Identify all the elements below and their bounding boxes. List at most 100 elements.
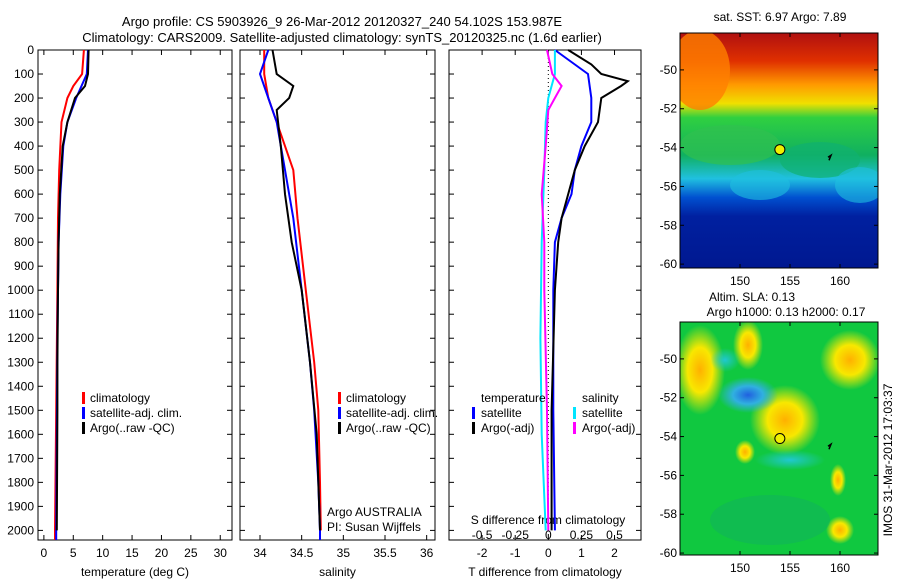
x-tick-label: 36 [420, 546, 434, 560]
legend-swatch [472, 407, 475, 419]
y-tick-label: 500 [14, 163, 34, 177]
x-tick-label: 0 [41, 546, 48, 560]
legend-label: Argo(-adj) [481, 421, 534, 435]
y-tick-label: -52 [660, 102, 678, 116]
x-tick-label: 20 [155, 546, 169, 560]
float-track-mark [827, 153, 833, 161]
series-line-argo-raw-qc- [271, 49, 321, 531]
legend-label: Argo(-adj) [582, 421, 635, 435]
sst-map-axes: 150 155 160 -50 -52 -54 -56 -58 -60 [660, 32, 879, 288]
legend-swatch [82, 407, 85, 419]
x-axis-label: temperature (deg C) [81, 565, 189, 579]
x-tick-label: 1 [578, 546, 585, 560]
x-axis-label: T difference from climatology [468, 565, 622, 579]
x-tick-label: 15 [125, 546, 139, 560]
legend-swatch [472, 422, 475, 434]
salinity-panel: 34 34.5 35 35.5 36 salinity climatologysatelli… [239, 49, 438, 579]
y-tick-label: -54 [660, 141, 678, 155]
y-tick-label: -50 [660, 352, 678, 366]
float-annotation: Argo AUSTRALIA [327, 505, 422, 519]
x-tick-label: 35 [337, 546, 351, 560]
temperature-axes-box [37, 49, 233, 541]
series-line-argo-raw-qc- [55, 49, 90, 531]
title-line-2: Climatology: CARS2009. Satellite-adjuste… [82, 30, 602, 45]
y-tick-label: 1600 [7, 427, 34, 441]
y-tick-label: -50 [660, 63, 678, 77]
s-tick-label: 0.5 [606, 528, 623, 542]
sla-map-frame [679, 321, 879, 556]
y-tick-label: 2000 [7, 523, 34, 537]
x-tick-label: 2 [611, 546, 618, 560]
y-tick-label: 400 [14, 139, 34, 153]
y-tick-label: 1900 [7, 499, 34, 513]
x-tick-label: 34 [253, 546, 267, 560]
series-line-t-argo-adj- [550, 49, 631, 531]
series-line-s-argo-adj- [540, 49, 563, 531]
x-tick-label: 25 [184, 546, 198, 560]
s-tick-label: 0 [545, 528, 552, 542]
y-tick-label: -56 [660, 179, 678, 193]
x-axis-label: salinity [319, 565, 356, 579]
x-tick-label: 0 [545, 546, 552, 560]
legend-swatch [338, 422, 341, 434]
x-tick-label: 160 [830, 274, 850, 288]
x-tick-label: 150 [730, 274, 750, 288]
x-tick-label: 160 [830, 561, 850, 575]
legend-header-temperature: temperature [481, 391, 546, 405]
salinity-axes-box [239, 49, 436, 541]
x-tick-label: 34.5 [290, 546, 314, 560]
y-tick-label: 800 [14, 235, 34, 249]
x-tick-label: 10 [96, 546, 110, 560]
series-line-climatology [263, 50, 322, 531]
y-tick-label: 1200 [7, 331, 34, 345]
legend-swatch [82, 392, 85, 404]
sla-map-title-1: Altim. SLA: 0.13 [709, 290, 795, 304]
y-tick-label: -58 [660, 218, 678, 232]
x-tick-label: 30 [214, 546, 228, 560]
y-tick-label: 700 [14, 211, 34, 225]
y-tick-label: 1000 [7, 283, 34, 297]
s-tick-label: 0.25 [570, 528, 594, 542]
y-tick-label: -56 [660, 468, 678, 482]
sst-map-title: sat. SST: 6.97 Argo: 7.89 [714, 10, 847, 24]
s-tick-label: -0.5 [472, 528, 493, 542]
legend-swatch [573, 422, 576, 434]
y-tick-label: 1500 [7, 403, 34, 417]
s-tick-label: -0.25 [502, 528, 530, 542]
x-tick-label: 5 [70, 546, 77, 560]
argo-position-marker [774, 433, 786, 445]
y-tick-label: 0 [27, 43, 34, 57]
legend-label: satellite-adj. clim. [346, 406, 438, 420]
legend-swatch [338, 407, 341, 419]
series-line-t-satellite [552, 49, 593, 531]
sla-map-axes: 150 155 160 -50 -52 -54 -56 -58 -60 [660, 321, 879, 575]
sst-map-frame [679, 32, 879, 269]
float-annotation: PI: Susan Wijffels [327, 520, 421, 534]
legend-header-salinity: salinity [582, 391, 619, 405]
legend-swatch [338, 392, 341, 404]
y-tick-label: 1700 [7, 451, 34, 465]
x-tick-label: 155 [780, 274, 800, 288]
y-tick-label: 100 [14, 67, 34, 81]
y-tick-label: 1400 [7, 379, 34, 393]
y-tick-label: 600 [14, 187, 34, 201]
y-tick-label: 1800 [7, 475, 34, 489]
y-tick-label: 200 [14, 91, 34, 105]
difference-axes-box [448, 49, 642, 541]
legend-label: satellite [582, 406, 623, 420]
legend-label: Argo(..raw -QC) [346, 421, 431, 435]
difference-panel: -2 -1 0 1 2 T difference from climatology -0.5… [448, 49, 642, 579]
x-tick-label: 35.5 [373, 546, 397, 560]
series-line-satellite-adj-clim- [258, 49, 321, 540]
legend-label: climatology [90, 391, 150, 405]
imos-footer: IMOS 31-Mar-2012 17:03:37 [881, 383, 895, 536]
float-track-mark [827, 442, 833, 450]
legend-swatch [573, 407, 576, 419]
x-tick-label: 150 [730, 561, 750, 575]
y-tick-label: 1300 [7, 355, 34, 369]
y-tick-label: -54 [660, 430, 678, 444]
x-tick-label: -2 [477, 546, 488, 560]
legend-label: Argo(..raw -QC) [90, 421, 175, 435]
legend-label: satellite-adj. clim. [90, 406, 182, 420]
